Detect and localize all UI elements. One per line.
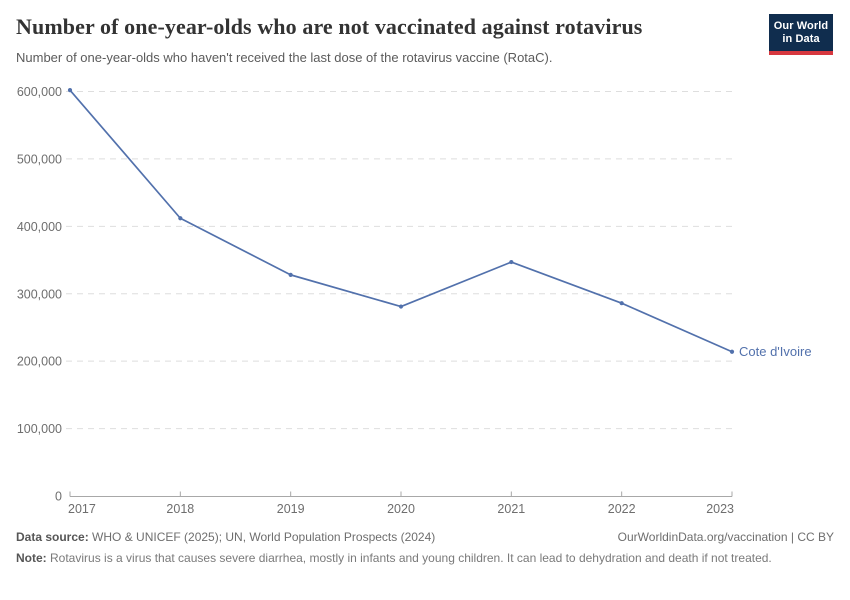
x-axis-tick-label: 2022 bbox=[608, 502, 636, 516]
data-source-text: WHO & UNICEF (2025); UN, World Populatio… bbox=[88, 530, 436, 544]
data-point[interactable] bbox=[398, 304, 404, 309]
y-axis-tick-label: 100,000 bbox=[17, 422, 62, 436]
page-title: Number of one-year-olds who are not vacc… bbox=[16, 14, 643, 39]
note-label: Note: bbox=[16, 551, 47, 565]
series-line[interactable] bbox=[69, 89, 733, 353]
x-axis-tick-label: 2019 bbox=[277, 502, 305, 516]
data-source: Data source: WHO & UNICEF (2025); UN, Wo… bbox=[16, 530, 435, 544]
y-axis-tick-label: 400,000 bbox=[17, 220, 62, 234]
x-axis-tick-label: 2017 bbox=[68, 502, 96, 516]
data-source-label: Data source: bbox=[16, 530, 89, 544]
series-label[interactable]: Cote d'Ivoire bbox=[739, 344, 812, 359]
y-axis-tick-label: 200,000 bbox=[17, 355, 62, 369]
chart-note: Note: Rotavirus is a virus that causes s… bbox=[16, 550, 794, 567]
chart-subtitle: Number of one-year-olds who haven't rece… bbox=[16, 50, 553, 65]
footer: Data source: WHO & UNICEF (2025); UN, Wo… bbox=[16, 530, 834, 567]
owid-logo-line1: Our World bbox=[773, 20, 829, 32]
x-axis-tick-label: 2020 bbox=[387, 502, 415, 516]
owid-logo-line2: in Data bbox=[782, 33, 820, 45]
note-text: Rotavirus is a virus that causes severe … bbox=[46, 551, 772, 565]
x-axis-tick-label: 2018 bbox=[166, 502, 194, 516]
y-axis-tick-label: 0 bbox=[55, 490, 62, 504]
data-point[interactable] bbox=[619, 301, 624, 306]
data-point[interactable] bbox=[178, 216, 183, 221]
y-axis-tick-label: 300,000 bbox=[17, 287, 62, 301]
data-point[interactable] bbox=[67, 88, 73, 93]
x-axis-tick-label: 2021 bbox=[497, 502, 525, 516]
x-axis-tick-label: 2023 bbox=[706, 502, 734, 516]
data-point[interactable] bbox=[729, 349, 735, 354]
y-axis-tick-label: 600,000 bbox=[17, 85, 62, 99]
y-axis-tick-label: 500,000 bbox=[17, 152, 62, 166]
data-point[interactable] bbox=[288, 272, 293, 277]
data-point[interactable] bbox=[509, 259, 514, 265]
footer-link[interactable]: OurWorldinData.org/vaccination | CC BY bbox=[617, 530, 834, 544]
owid-logo[interactable]: Our World in Data bbox=[769, 14, 833, 55]
